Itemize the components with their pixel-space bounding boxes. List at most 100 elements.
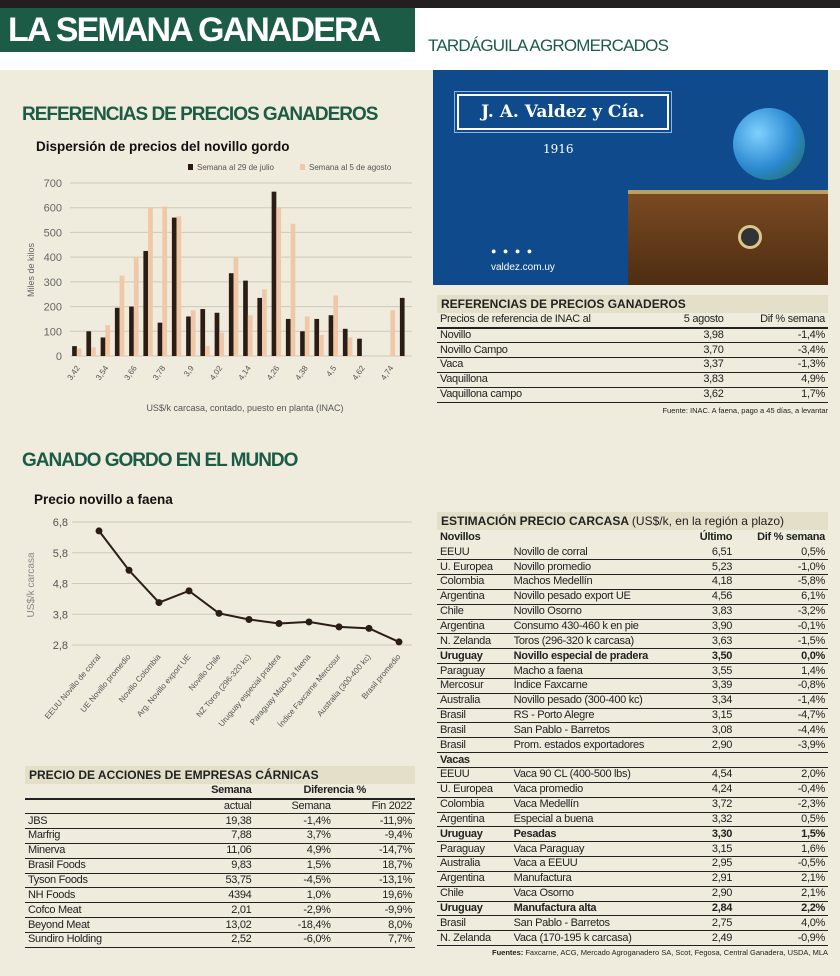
table-row: Brasil San Pablo - Barretos 2,75 4,0% [437,915,828,932]
week-diff: -4,7% [735,708,828,724]
price: 53,75 [173,873,255,889]
last-price: 3,08 [686,722,736,739]
x-tick-label: 4,26 [265,364,282,382]
carcass-table: Novillos Último Dif % semana EEUU Novillo d… [437,530,828,947]
last-price: 3,72 [686,797,736,813]
table-row: Colombia Machos Medellín 4,18 -5,8% [437,574,828,590]
price: 4394 [173,887,255,904]
legend-swatch [188,164,193,170]
ad-year: 1916 [543,142,574,156]
data-point [335,623,343,631]
country: Uruguay [437,901,511,917]
category: Vaca 90 CL (400-500 lbs) [510,767,687,783]
ad-url[interactable]: valdez.com.uy [491,262,555,273]
company: Minerva [25,843,174,859]
category: Especial a buena [510,812,687,828]
country: Uruguay [437,826,511,843]
data-point [275,619,283,627]
advertisement[interactable]: J. A. Valdez y Cía. 1916 ● ● ● ● valdez.… [433,70,828,285]
country: Brasil [437,708,511,724]
category: San Pablo - Barretos [510,722,687,739]
bar-aug5 [162,206,168,356]
carcass-note: (US$/k, en la región a plazo) [631,514,785,528]
category: Pesadas [510,826,687,843]
category: Novillo especial de pradera [510,648,687,665]
y-tick-label: 5,8 [53,548,68,560]
bar-chart: 0 100 200 300 400 500 600 700 Miles de kilos 3,42… [26,163,412,413]
bar-aug5 [219,332,225,356]
x-tick-label: Australia (300-400 kc) [315,652,372,718]
country: Colombia [437,797,511,813]
last-price: 5,23 [686,559,736,576]
x-tick-label: 4,5 [325,364,339,379]
ytd-diff: 8,0% [333,917,415,933]
table-row: Brasil Prom. estados exportadores 2,90 -3,9… [437,737,828,754]
last-price: 3,15 [686,708,736,724]
series-line [98,530,400,643]
inac-label: Novillo Campo [437,342,662,359]
bar-jul29 [114,307,120,356]
x-tick-label: Arg. Novillo export UE [135,653,192,719]
table-row: Argentina Novillo pesado export UE 4,56 6,1… [437,589,828,605]
country: Brasil [437,737,511,754]
data-point [155,599,163,607]
ad-logo: J. A. Valdez y Cía. [454,91,672,133]
country: U. Europea [437,782,511,798]
bar-jul29 [100,337,106,356]
bar-jul29 [200,309,206,356]
table-row: NH Foods 4394 1,0% 19,6% [25,887,415,904]
x-tick-label: 4,62 [350,364,367,382]
week-diff: 0,0% [735,648,828,665]
x-tick-label: 4,74 [379,364,396,382]
legend-label: Semana al 29 de julio [197,163,274,172]
carcass-source: Faxcarne, ACG, Mercado Agroganadero SA, … [525,948,828,958]
category: Vaca Medellín [510,797,687,813]
inac-header: 5 agosto [661,313,727,329]
scale-image [628,190,828,285]
bar-aug5 [105,325,111,356]
company: Tyson Foods [25,873,174,889]
bar-jul29 [243,280,248,356]
inac-diff: -3,4% [726,342,828,359]
category: Manufactura alta [510,901,687,917]
table-row: U. Europea Novillo promedio 5,23 -1,0% [437,559,828,576]
week-diff: 6,1% [735,589,828,605]
bar-chart-title: Dispersión de precios del novillo gordo [36,139,290,154]
last-price: 4,24 [686,782,736,798]
week-diff: -5,8% [735,574,828,590]
bar-aug5 [247,315,253,356]
country: Argentina [437,619,511,635]
week-diff: -18,4% [254,917,334,933]
social-icons[interactable]: ● ● ● ● [491,246,535,256]
category: Machos Medellín [510,574,687,590]
table-row: Paraguay Vaca Paraguay 3,15 1,6% [437,841,828,858]
price: 2,52 [173,932,255,948]
table-row: N. Zelanda Toros (296-320 k carcasa) 3,63-… [437,633,828,650]
price: 13,02 [173,917,255,933]
bar-aug5 [233,257,239,356]
bar-aug5 [91,347,96,356]
country: N. Zelanda [437,633,511,650]
table-row: Paraguay Macho a faena 3,55 1,4% [437,663,828,679]
table-row: EEUU Vaca 90 CL (400-500 lbs) 4,54 2,0% [437,767,828,783]
price: 9,83 [173,858,255,874]
country: Argentina [437,589,511,605]
country: Brasil [437,722,511,739]
bar-jul29 [86,331,92,356]
bar-jul29 [314,318,320,356]
table-row: Brasil RS - Porto Alegre 3,15 -4,7% [437,708,828,724]
bar-jul29 [399,297,405,356]
country: U. Europea [437,559,511,576]
bar-jul29 [285,318,291,356]
carcass-block: ESTIMACIÓN PRECIO CARCASA (US$/k, en la … [437,512,828,957]
ytd-diff: 18,7% [333,858,415,874]
week-diff: 2,2% [735,901,828,917]
table-row: Vaquillona campo 3,62 1,7% [437,387,828,403]
country: Australia [437,856,511,872]
y-tick-label: 4,8 [53,579,68,591]
x-tick-label: 3,54 [94,364,111,382]
category: Novillo de corral [510,544,687,561]
week-diff: -0,8% [735,678,828,694]
category: Vaca (170-195 k carcasa) [510,930,687,947]
top-bar [0,0,840,8]
